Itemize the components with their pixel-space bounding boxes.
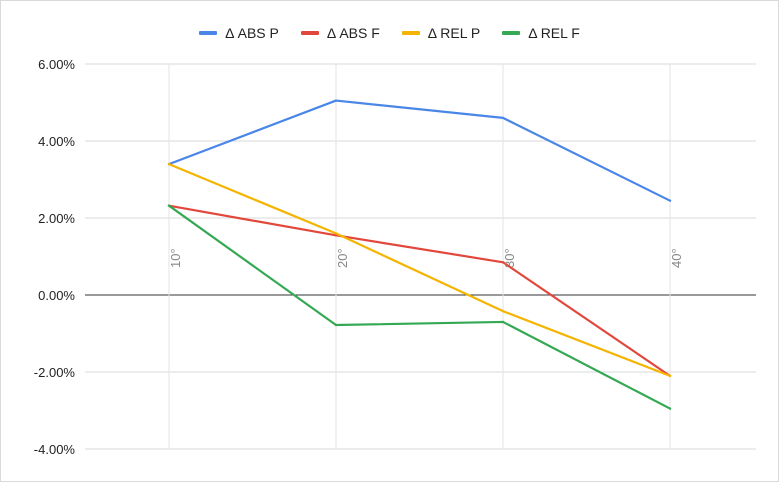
data-point: [167, 162, 171, 166]
legend-swatch: [401, 31, 420, 35]
chart-legend: Δ ABS P Δ ABS F Δ REL P Δ REL F: [1, 23, 778, 43]
x-tick-label: 20°: [335, 248, 350, 268]
legend-swatch: [199, 31, 218, 35]
legend-item[interactable]: Δ ABS P: [199, 25, 279, 41]
legend-label: Δ ABS F: [326, 25, 380, 41]
y-tick-label: -4.00%: [34, 442, 76, 457]
legend-label: Δ ABS P: [225, 25, 279, 41]
data-point: [334, 232, 338, 235]
legend-item[interactable]: Δ REL P: [401, 25, 481, 41]
y-tick-label: 2.00%: [38, 211, 75, 226]
data-point: [501, 320, 505, 324]
x-tick-label: 40°: [669, 248, 684, 268]
legend-swatch: [502, 31, 521, 35]
legend-item[interactable]: Δ REL F: [502, 25, 580, 41]
data-point: [334, 323, 338, 327]
data-point: [501, 309, 505, 313]
series-line: [167, 99, 672, 202]
data-point: [501, 116, 505, 120]
series-line: [167, 163, 672, 377]
legend-label: Δ REL F: [528, 25, 580, 41]
series-line: [167, 204, 672, 410]
y-tick-label: -2.00%: [34, 365, 76, 380]
data-point: [167, 204, 171, 207]
data-point: [668, 199, 672, 202]
y-tick-label: 6.00%: [38, 57, 75, 72]
data-point: [334, 99, 338, 102]
y-tick-label: 4.00%: [38, 134, 75, 149]
legend-swatch: [300, 31, 319, 35]
series-line: [167, 204, 672, 377]
x-tick-label: 30°: [502, 248, 517, 268]
y-tick-label: 0.00%: [38, 288, 75, 303]
data-point: [668, 407, 672, 410]
x-tick-label: 10°: [168, 248, 183, 268]
legend-item[interactable]: Δ ABS F: [300, 25, 380, 41]
data-point: [501, 261, 505, 264]
data-point: [668, 374, 672, 378]
legend-label: Δ REL P: [427, 25, 481, 41]
